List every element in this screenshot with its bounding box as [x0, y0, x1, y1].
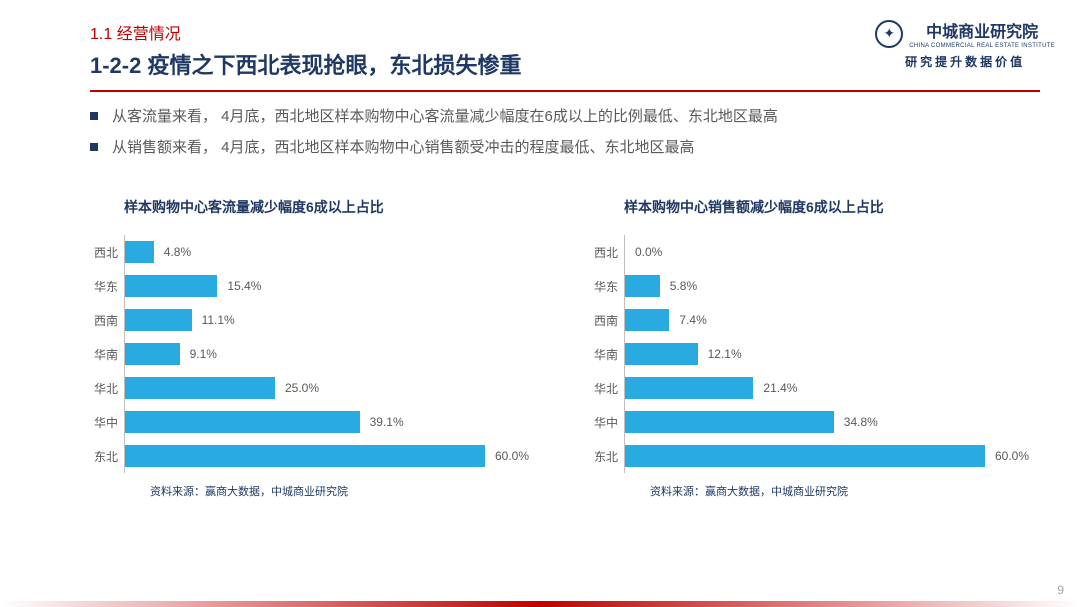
bar: [125, 445, 485, 467]
bar-category-label: 华中: [590, 414, 624, 431]
bar: [125, 309, 192, 331]
bar-value-label: 15.4%: [227, 279, 261, 293]
bar-category-label: 华东: [90, 278, 124, 295]
chart-traffic: 样本购物中心客流量减少幅度6成以上占比 西北 4.8% 华东 15.4% 西南 11.1%…: [90, 197, 540, 499]
bar: [125, 241, 154, 263]
chart-bars: 西北 4.8% 华东 15.4% 西南 11.1% 华南 9.1% 华北 25.0% 华中 39.1%…: [90, 235, 540, 473]
bar-row: 华东 15.4%: [90, 269, 540, 303]
bar-category-label: 华中: [90, 414, 124, 431]
bar-track: 0.0%: [624, 235, 1040, 269]
bar-row: 华中 39.1%: [90, 405, 540, 439]
bar-value-label: 25.0%: [285, 381, 319, 395]
bar-track: 12.1%: [624, 337, 1040, 371]
bar-track: 39.1%: [124, 405, 540, 439]
bar-track: 25.0%: [124, 371, 540, 405]
bar-track: 60.0%: [624, 439, 1040, 473]
bar-row: 华南 9.1%: [90, 337, 540, 371]
bar-row: 西南 11.1%: [90, 303, 540, 337]
bullet-icon: [90, 143, 98, 151]
bar-value-label: 5.8%: [670, 279, 697, 293]
bar-track: 7.4%: [624, 303, 1040, 337]
bar-value-label: 21.4%: [763, 381, 797, 395]
bar-track: 11.1%: [124, 303, 540, 337]
bar-track: 15.4%: [124, 269, 540, 303]
chart-bars: 西北 0.0% 华东 5.8% 西南 7.4% 华南 12.1% 华北 21.4% 华中 34.8% 东…: [590, 235, 1040, 473]
bullet-text: 从销售额来看， 4月底，西北地区样本购物中心销售额受冲击的程度最低、东北地区最高: [112, 137, 695, 160]
bullet-text: 从客流量来看， 4月底，西北地区样本购物中心客流量减少幅度在6成以上的比例最低、…: [112, 106, 778, 129]
logo-tagline: 研究提升数据价值: [875, 53, 1055, 70]
bar-track: 5.8%: [624, 269, 1040, 303]
bar-category-label: 华北: [90, 380, 124, 397]
bar-category-label: 华南: [90, 346, 124, 363]
bar-row: 华东 5.8%: [590, 269, 1040, 303]
bar-category-label: 东北: [590, 448, 624, 465]
bar: [625, 411, 834, 433]
bar-value-label: 11.1%: [202, 313, 235, 327]
bar-row: 西北 0.0%: [590, 235, 1040, 269]
bar: [125, 377, 275, 399]
bar-row: 华南 12.1%: [590, 337, 1040, 371]
bar-track: 34.8%: [624, 405, 1040, 439]
logo-mark-icon: ✦: [875, 20, 903, 48]
bar-track: 60.0%: [124, 439, 540, 473]
bar: [125, 411, 360, 433]
bar-value-label: 34.8%: [844, 415, 878, 429]
bar-category-label: 西北: [590, 244, 624, 261]
chart-title: 样本购物中心客流量减少幅度6成以上占比: [124, 197, 540, 217]
bar-value-label: 60.0%: [495, 449, 529, 463]
bar: [625, 343, 698, 365]
bar: [125, 343, 180, 365]
bar-category-label: 华东: [590, 278, 624, 295]
bar-value-label: 9.1%: [190, 347, 217, 361]
bar: [625, 275, 660, 297]
logo-sub-text: CHINA COMMERCIAL REAL ESTATE INSTITUTE: [909, 43, 1055, 49]
bar-track: 21.4%: [624, 371, 1040, 405]
bar-value-label: 60.0%: [995, 449, 1029, 463]
bar-category-label: 西北: [90, 244, 124, 261]
chart-sales: 样本购物中心销售额减少幅度6成以上占比 西北 0.0% 华东 5.8% 西南 7.4% 华南…: [590, 197, 1040, 499]
bar-row: 华北 25.0%: [90, 371, 540, 405]
bar-row: 东北 60.0%: [90, 439, 540, 473]
page-number: 9: [1057, 583, 1064, 597]
bar-category-label: 华南: [590, 346, 624, 363]
bar-category-label: 华北: [590, 380, 624, 397]
logo-main-text: 中城商业研究院: [909, 18, 1055, 42]
bar-track: 4.8%: [124, 235, 540, 269]
bar-row: 西南 7.4%: [590, 303, 1040, 337]
bar-value-label: 7.4%: [679, 313, 706, 327]
bar-row: 华中 34.8%: [590, 405, 1040, 439]
bar-value-label: 4.8%: [164, 245, 191, 259]
bar: [625, 309, 669, 331]
bar-category-label: 西南: [590, 312, 624, 329]
bar-category-label: 东北: [90, 448, 124, 465]
bar: [625, 377, 753, 399]
bar: [625, 445, 985, 467]
bar-value-label: 12.1%: [708, 347, 742, 361]
bar-value-label: 39.1%: [370, 415, 404, 429]
footer-gradient: [0, 601, 1080, 607]
chart-source: 资料来源：赢商大数据，中城商业研究院: [650, 483, 1040, 499]
list-item: 从销售额来看， 4月底，西北地区样本购物中心销售额受冲击的程度最低、东北地区最高: [90, 137, 1020, 160]
bullet-icon: [90, 112, 98, 120]
bar-row: 东北 60.0%: [590, 439, 1040, 473]
list-item: 从客流量来看， 4月底，西北地区样本购物中心客流量减少幅度在6成以上的比例最低、…: [90, 106, 1020, 129]
bullet-list: 从客流量来看， 4月底，西北地区样本购物中心客流量减少幅度在6成以上的比例最低、…: [0, 92, 1080, 159]
bar: [125, 275, 217, 297]
brand-logo: ✦ 中城商业研究院 CHINA COMMERCIAL REAL ESTATE I…: [875, 18, 1055, 70]
bar-track: 9.1%: [124, 337, 540, 371]
bar-row: 华北 21.4%: [590, 371, 1040, 405]
bar-category-label: 西南: [90, 312, 124, 329]
bar-row: 西北 4.8%: [90, 235, 540, 269]
chart-source: 资料来源：赢商大数据，中城商业研究院: [150, 483, 540, 499]
bar-value-label: 0.0%: [635, 245, 662, 259]
chart-title: 样本购物中心销售额减少幅度6成以上占比: [624, 197, 1040, 217]
